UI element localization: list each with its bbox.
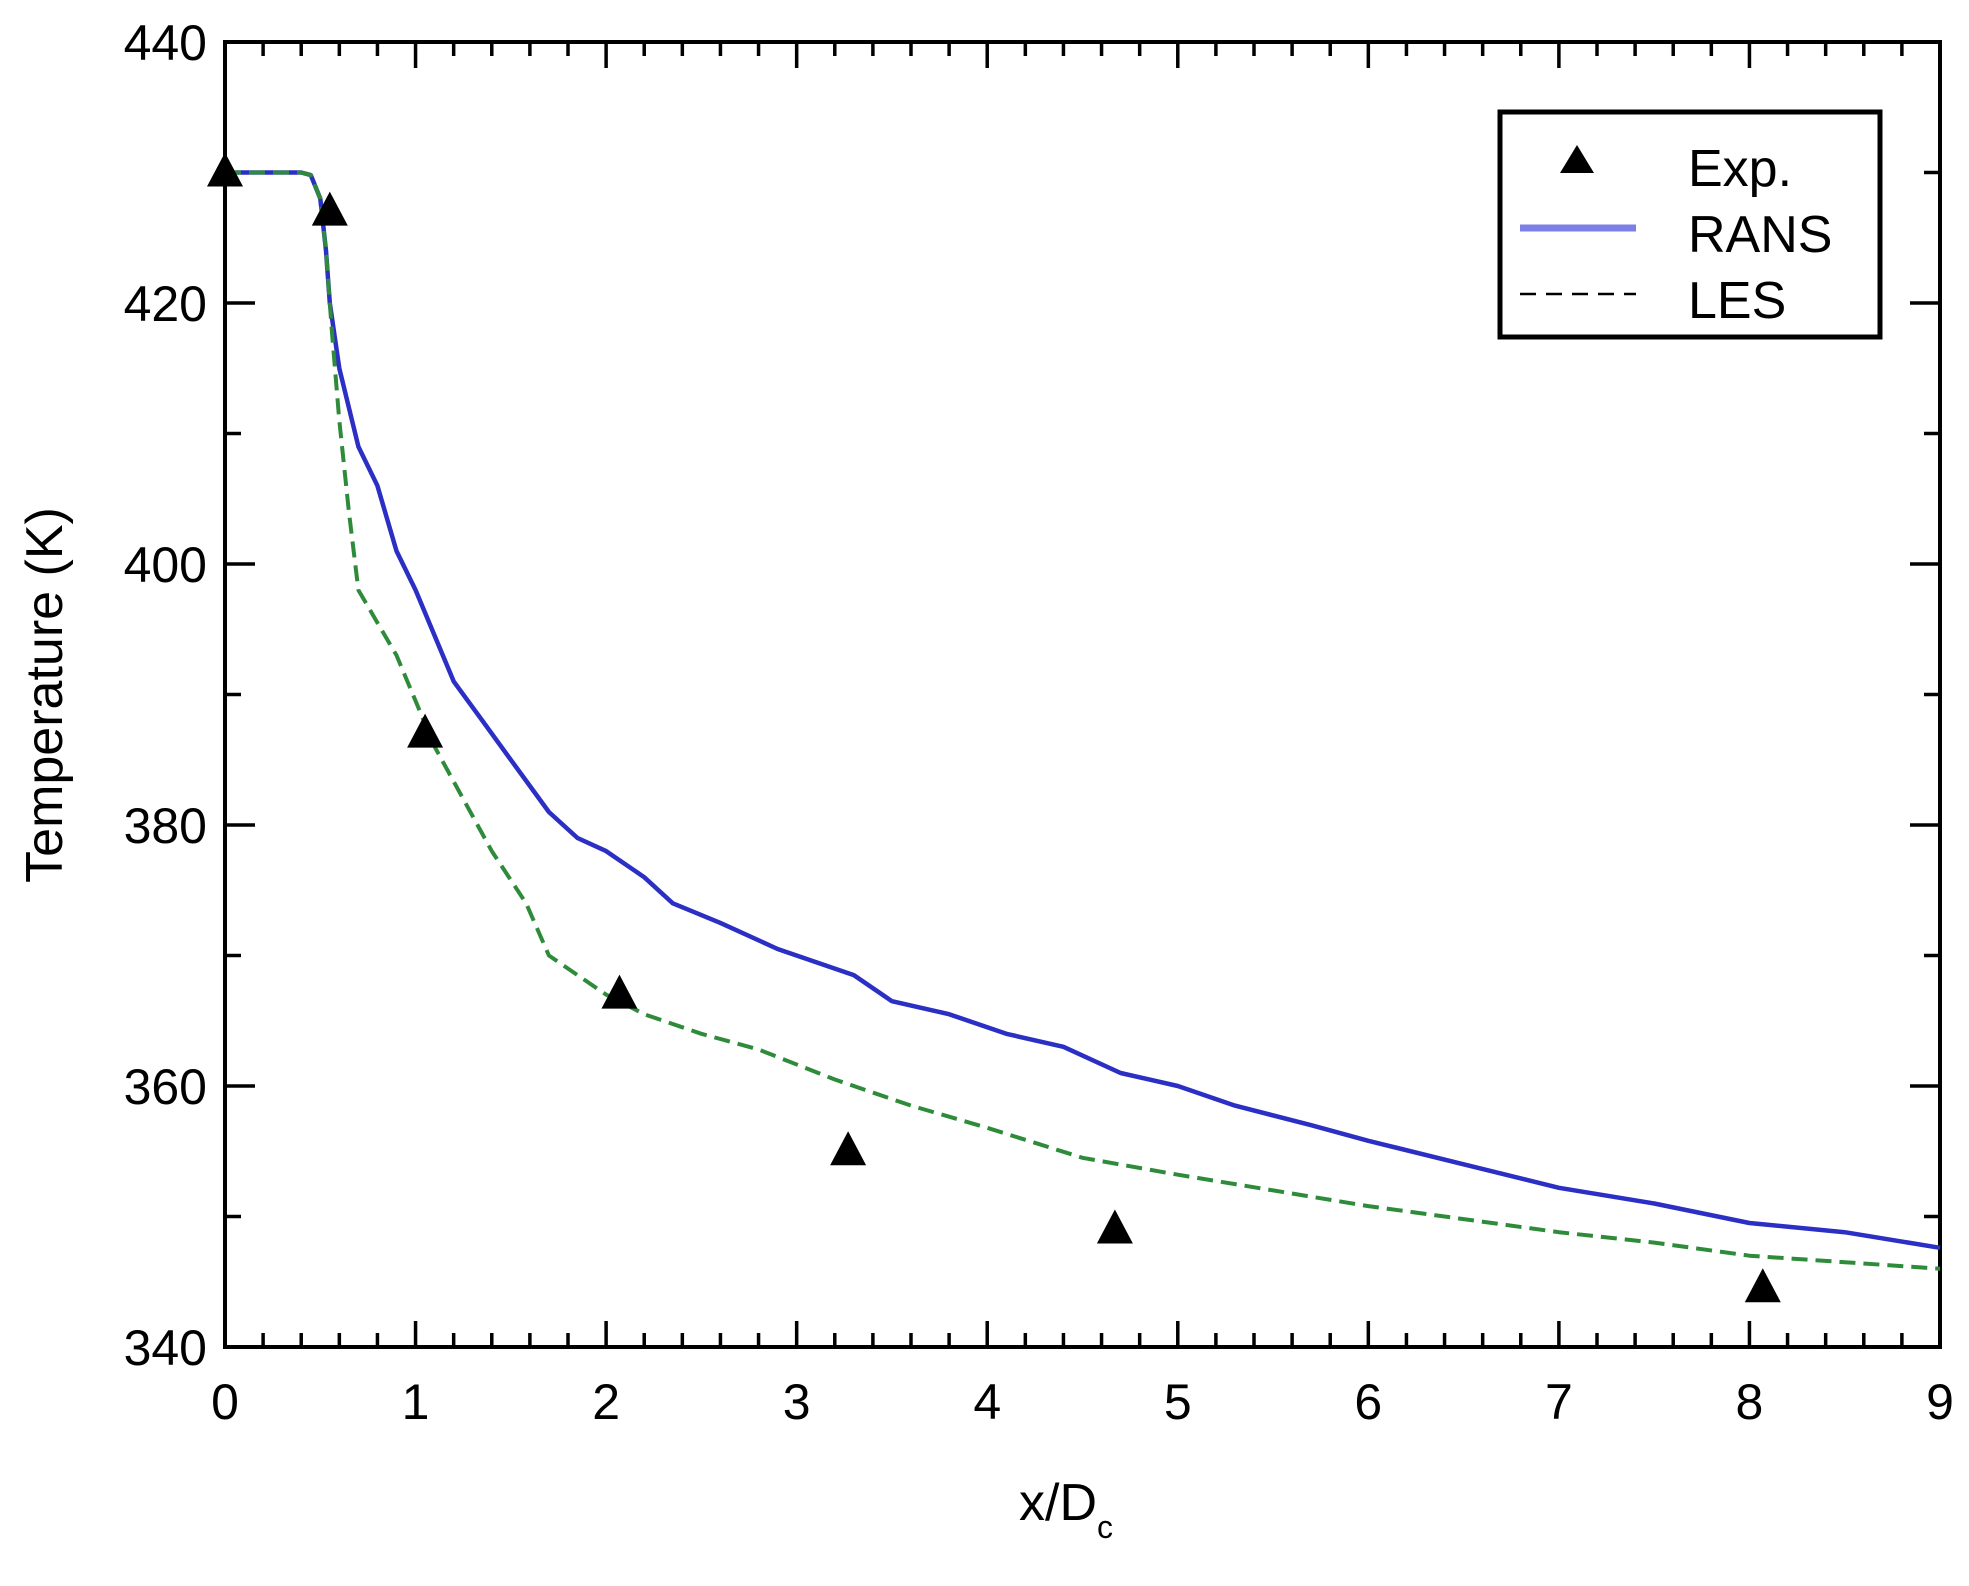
y-tick-label: 400 [124,537,207,593]
y-axis-title: Temperature (K) [16,507,74,883]
exp-data-point [830,1131,867,1166]
rans-series-line [225,170,1941,1251]
y-tick-label: 420 [124,276,207,332]
x-tick-label: 1 [402,1374,430,1430]
x-tick-label: 0 [211,1374,239,1430]
y-tick-label: 360 [124,1059,207,1115]
y-tick-label: 380 [124,798,207,854]
exp-data-point [207,152,243,187]
axis-ticks [223,40,1942,1349]
x-tick-label: 7 [1545,1374,1573,1430]
x-tick-label: 8 [1736,1374,1764,1430]
x-axis-title: x/Dc [1019,1474,1113,1545]
x-axis-title-main: x/D [1019,1474,1097,1532]
exp-data-point [311,191,348,226]
legend-label-exp: Exp. [1688,140,1792,198]
x-tick-label: 9 [1926,1374,1954,1430]
exp-data-point [601,974,638,1009]
legend-exp-marker [1560,145,1594,173]
x-tick-label: 3 [783,1374,811,1430]
y-tick-label: 340 [124,1320,207,1376]
y-tick-label: 440 [124,15,207,71]
exp-data-point [1744,1268,1781,1303]
axis-tick-labels: 0 1 2 3 4 5 6 7 8 9 340 360 380 400 420 440 [124,15,1954,1430]
exp-data-point [407,713,444,748]
x-tick-label: 2 [592,1374,620,1430]
legend-label-rans: RANS [1688,206,1832,264]
series-layer [207,152,1941,1303]
legend: Exp. RANS LES [1497,109,1883,340]
exp-data-point [1096,1209,1133,1244]
x-tick-label: 6 [1354,1374,1382,1430]
x-tick-label: 4 [973,1374,1001,1430]
x-axis-title-subscript: c [1097,1509,1113,1545]
legend-label-les: LES [1688,272,1786,330]
les-series-line [225,170,1941,1271]
x-tick-label: 5 [1164,1374,1192,1430]
